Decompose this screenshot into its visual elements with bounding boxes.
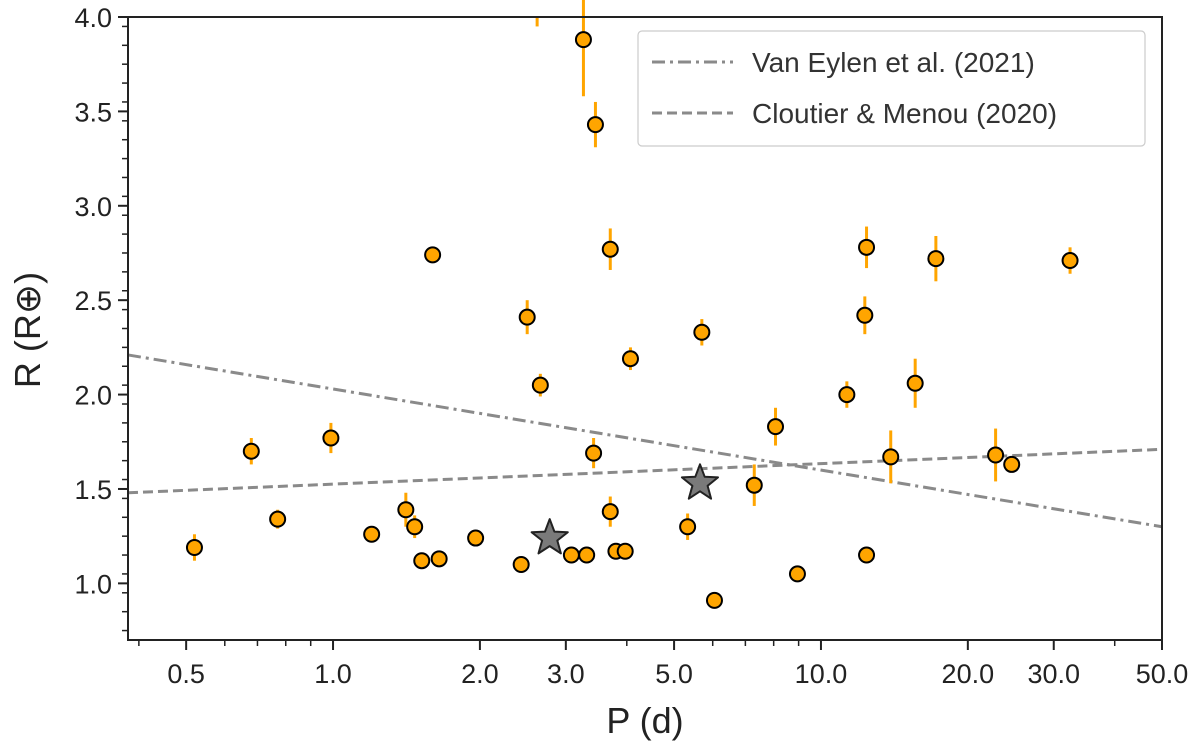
data-point-37 xyxy=(987,446,1005,464)
data-point-8 xyxy=(424,246,442,264)
y-tick-label: 3.5 xyxy=(74,97,112,127)
data-point-13 xyxy=(531,376,549,394)
data-point-27 xyxy=(745,476,763,494)
x-tick-label: 1.0 xyxy=(314,659,352,689)
data-point-10 xyxy=(467,529,485,547)
data-point-36 xyxy=(927,250,945,268)
fit-lines xyxy=(127,353,1163,529)
x-tick-label: 5.0 xyxy=(655,659,693,689)
data-point-22 xyxy=(616,542,634,560)
data-point-19 xyxy=(601,503,619,521)
data-point-23 xyxy=(621,350,639,368)
x-tick-label: 3.0 xyxy=(547,659,585,689)
data-point-33 xyxy=(858,546,876,564)
x-tick-label: 0.5 xyxy=(167,659,205,689)
star-marker-0 xyxy=(530,518,569,555)
y-tick-label: 1.0 xyxy=(74,569,112,599)
data-point-11 xyxy=(512,555,530,573)
data-point-4 xyxy=(363,525,381,543)
data-point-29 xyxy=(788,565,806,583)
legend-label-van-eylen: Van Eylen et al. (2021) xyxy=(752,47,1035,78)
x-tick-label: 2.0 xyxy=(461,659,499,689)
data-point-0 xyxy=(185,538,203,556)
y-tick-label: 2.0 xyxy=(74,381,112,411)
data-point-5 xyxy=(397,501,415,519)
data-point-20 xyxy=(601,240,619,258)
data-point-1 xyxy=(242,442,260,460)
series-line-2 xyxy=(127,353,1163,529)
y-tick-label: 3.0 xyxy=(74,192,112,222)
data-point-28 xyxy=(767,418,785,436)
data-point-7 xyxy=(413,552,431,570)
legend-label-cloutier: Cloutier & Menou (2020) xyxy=(752,98,1057,129)
data-markers xyxy=(185,31,1079,609)
data-point-24 xyxy=(679,518,697,536)
data-point-31 xyxy=(858,238,876,256)
data-point-30 xyxy=(838,386,856,404)
data-point-15 xyxy=(578,546,596,564)
x-tick-label: 30.0 xyxy=(1027,659,1080,689)
data-point-16 xyxy=(574,31,592,49)
x-tick-label: 50.0 xyxy=(1136,659,1189,689)
x-tick-label: 10.0 xyxy=(795,659,848,689)
data-point-39 xyxy=(1061,252,1079,270)
star-marker-1 xyxy=(680,463,719,500)
data-point-12 xyxy=(518,308,536,326)
data-point-17 xyxy=(586,116,604,134)
axes: 0.5 1.0 2.0 3.0 5.0 10.0 20.0 30.0 50.0 1.0 1.5 2.0… xyxy=(74,3,1188,689)
data-point-26 xyxy=(705,591,723,609)
data-point-18 xyxy=(585,444,603,462)
y-tick-label: 2.5 xyxy=(74,286,112,316)
x-tick-label: 20.0 xyxy=(942,659,995,689)
data-point-35 xyxy=(906,374,924,392)
legend-box xyxy=(637,30,1146,147)
legend: Van Eylen et al. (2021) Cloutier & Menou… xyxy=(637,30,1146,147)
data-point-34 xyxy=(882,448,900,466)
y-axis-label: R (R⊕) xyxy=(7,272,48,388)
x-axis-label: P (d) xyxy=(606,700,683,741)
data-point-38 xyxy=(1003,455,1021,473)
data-point-32 xyxy=(856,306,874,324)
data-point-3 xyxy=(322,429,340,447)
y-tick-label: 4.0 xyxy=(74,3,112,33)
data-point-6 xyxy=(406,518,424,536)
data-point-2 xyxy=(269,510,287,528)
data-point-25 xyxy=(693,323,711,341)
data-point-9 xyxy=(430,550,448,568)
data-point-14 xyxy=(562,546,580,564)
y-tick-label: 1.5 xyxy=(74,475,112,505)
